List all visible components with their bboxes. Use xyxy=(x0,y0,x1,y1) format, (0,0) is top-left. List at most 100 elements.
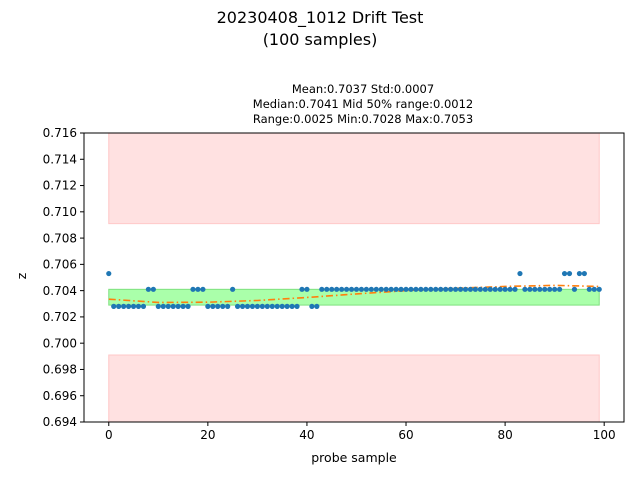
data-point xyxy=(249,303,256,309)
data-point xyxy=(482,286,488,292)
data-point xyxy=(319,286,325,292)
data-point xyxy=(205,303,211,309)
data-point xyxy=(358,286,365,292)
data-point xyxy=(299,286,305,292)
data-point xyxy=(443,286,449,292)
data-point xyxy=(596,286,602,292)
y-tick-label: 0.694 xyxy=(43,415,77,429)
data-point xyxy=(467,286,474,292)
x-tick-label: 100 xyxy=(593,428,616,442)
data-point xyxy=(512,286,518,292)
data-point xyxy=(274,303,280,309)
data-point xyxy=(170,303,176,309)
x-tick-label: 80 xyxy=(497,428,512,442)
band-upper-limit xyxy=(108,132,600,225)
data-point xyxy=(556,286,563,292)
data-point xyxy=(309,303,315,309)
points-layer xyxy=(106,270,602,309)
data-point xyxy=(428,286,434,292)
data-point xyxy=(561,270,568,277)
data-point xyxy=(116,303,122,309)
data-point xyxy=(324,286,330,292)
data-point xyxy=(175,303,181,309)
x-tick-label: 0 xyxy=(105,428,113,442)
data-point xyxy=(492,286,498,292)
data-point xyxy=(234,303,241,309)
axes-layer: 0 20 40 60 80 100 0.694 0.696 0.698 0.700 0.702 0.7… xyxy=(43,126,625,442)
data-point xyxy=(487,286,493,292)
data-point xyxy=(220,303,226,309)
data-point xyxy=(403,286,409,292)
data-point xyxy=(532,286,538,292)
data-point xyxy=(264,303,270,309)
data-point xyxy=(517,270,523,277)
data-point xyxy=(334,286,340,292)
y-tick-label: 0.712 xyxy=(43,179,77,193)
y-tick-label: 0.696 xyxy=(43,389,77,403)
data-point xyxy=(304,286,310,292)
data-point xyxy=(145,286,152,292)
trend-line xyxy=(108,284,600,304)
x-axis-label: probe sample xyxy=(311,450,397,465)
y-tick-label: 0.708 xyxy=(43,231,77,245)
data-point xyxy=(314,303,320,309)
data-point xyxy=(348,286,355,292)
y-tick-label: 0.706 xyxy=(43,258,77,272)
x-tick-label: 60 xyxy=(398,428,413,442)
chart-title: 20230408_1012 Drift Test xyxy=(216,8,424,27)
data-point xyxy=(343,286,350,292)
data-point xyxy=(160,303,166,309)
data-point xyxy=(165,303,171,309)
data-point xyxy=(452,286,459,292)
data-point xyxy=(294,303,300,309)
data-point xyxy=(472,286,478,292)
data-point xyxy=(215,303,221,309)
y-tick-label: 0.704 xyxy=(43,284,77,298)
data-point xyxy=(140,303,147,309)
data-point xyxy=(586,286,592,292)
data-point xyxy=(244,303,251,309)
data-point xyxy=(125,303,132,309)
y-tick-label: 0.698 xyxy=(43,363,77,377)
data-point xyxy=(388,286,394,292)
y-axis-label: z xyxy=(14,272,29,279)
band-layer xyxy=(108,132,600,423)
data-point xyxy=(210,303,216,309)
data-point xyxy=(393,286,399,292)
x-tick-label: 40 xyxy=(299,428,314,442)
data-point xyxy=(195,286,201,292)
data-point xyxy=(155,303,161,309)
data-point xyxy=(135,303,142,309)
data-point xyxy=(111,303,117,309)
data-point xyxy=(269,303,275,309)
data-point xyxy=(408,286,414,292)
data-point xyxy=(329,286,335,292)
data-point xyxy=(373,286,379,292)
y-tick-label: 0.710 xyxy=(43,205,77,219)
data-point xyxy=(591,286,597,292)
data-point xyxy=(339,286,345,292)
data-point xyxy=(185,303,191,309)
data-point xyxy=(576,270,583,277)
trend-layer xyxy=(108,284,600,304)
data-point xyxy=(542,286,548,292)
data-point xyxy=(254,303,260,309)
y-tick-label: 0.716 xyxy=(43,126,77,140)
data-point xyxy=(571,286,578,292)
data-point xyxy=(433,286,439,292)
data-point xyxy=(502,286,508,292)
data-point xyxy=(457,286,464,292)
data-point xyxy=(378,286,384,292)
y-tick-label: 0.702 xyxy=(43,310,77,324)
data-point xyxy=(418,286,424,292)
stats-line-median-mid50: Median:0.7041 Mid 50% range:0.0012 xyxy=(252,97,474,111)
data-point xyxy=(368,286,374,292)
x-tick-label: 20 xyxy=(200,428,215,442)
chart-subtitle: (100 samples) xyxy=(262,30,378,49)
data-point xyxy=(522,286,528,292)
data-point xyxy=(527,286,533,292)
data-point xyxy=(353,286,360,292)
data-point xyxy=(413,286,419,292)
stats-line-range-min-max: Range:0.0025 Min:0.7028 Max:0.7053 xyxy=(252,112,474,126)
